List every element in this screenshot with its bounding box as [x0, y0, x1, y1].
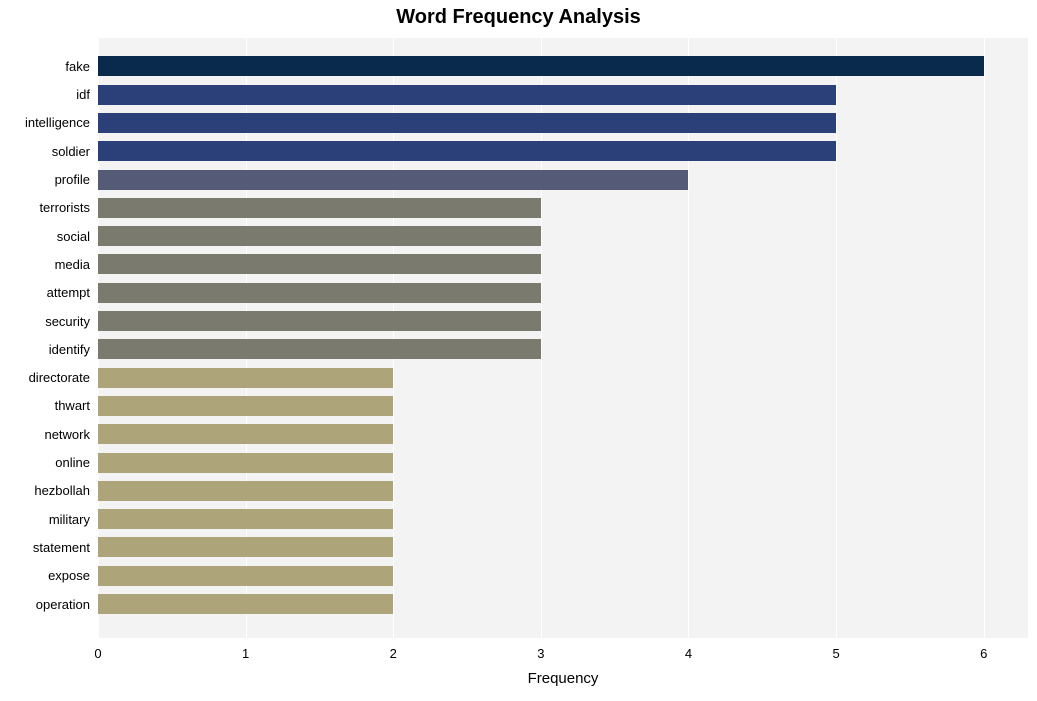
y-tick-label: network	[0, 427, 90, 442]
bar	[98, 170, 688, 190]
y-tick-label: hezbollah	[0, 483, 90, 498]
y-tick-label: profile	[0, 172, 90, 187]
bar	[98, 594, 393, 614]
bar	[98, 509, 393, 529]
y-tick-label: media	[0, 257, 90, 272]
bar	[98, 424, 393, 444]
bar	[98, 481, 393, 501]
bar	[98, 56, 984, 76]
y-tick-label: statement	[0, 540, 90, 555]
x-tick-label: 5	[832, 646, 839, 661]
y-tick-label: operation	[0, 597, 90, 612]
bar	[98, 254, 541, 274]
bar	[98, 339, 541, 359]
bar	[98, 198, 541, 218]
y-tick-label: directorate	[0, 370, 90, 385]
y-tick-label: expose	[0, 568, 90, 583]
y-tick-label: terrorists	[0, 200, 90, 215]
bar	[98, 311, 541, 331]
bar	[98, 141, 836, 161]
gridline	[984, 38, 985, 638]
x-tick-label: 4	[685, 646, 692, 661]
y-tick-label: military	[0, 512, 90, 527]
y-tick-label: online	[0, 455, 90, 470]
y-tick-label: idf	[0, 87, 90, 102]
bar	[98, 537, 393, 557]
bar	[98, 85, 836, 105]
bar	[98, 566, 393, 586]
y-tick-label: identify	[0, 342, 90, 357]
x-tick-label: 6	[980, 646, 987, 661]
bar	[98, 453, 393, 473]
y-tick-label: intelligence	[0, 115, 90, 130]
x-axis-title: Frequency	[98, 670, 1028, 687]
y-tick-label: soldier	[0, 144, 90, 159]
y-tick-label: attempt	[0, 285, 90, 300]
x-tick-label: 1	[242, 646, 249, 661]
y-tick-label: security	[0, 314, 90, 329]
y-tick-label: fake	[0, 59, 90, 74]
chart-container: Word Frequency Analysis Frequency fake id…	[0, 0, 1037, 701]
bar	[98, 368, 393, 388]
plot-area	[98, 38, 1028, 638]
gridline	[836, 38, 837, 638]
bar	[98, 113, 836, 133]
y-tick-label: thwart	[0, 398, 90, 413]
x-tick-label: 2	[390, 646, 397, 661]
bar	[98, 396, 393, 416]
y-tick-label: social	[0, 229, 90, 244]
x-tick-label: 0	[94, 646, 101, 661]
bar	[98, 283, 541, 303]
bar	[98, 226, 541, 246]
x-tick-label: 3	[537, 646, 544, 661]
chart-title: Word Frequency Analysis	[0, 6, 1037, 29]
